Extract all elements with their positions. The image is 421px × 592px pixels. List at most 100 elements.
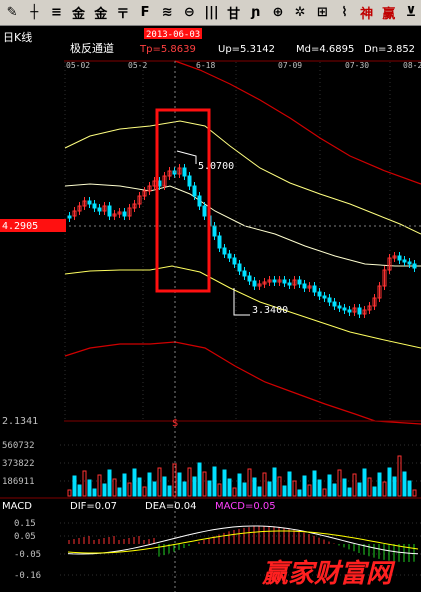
candle-body <box>112 213 117 217</box>
candle-body <box>372 297 377 307</box>
volume-bar <box>252 477 257 497</box>
box-tool-icon[interactable]: ⊞ <box>316 5 328 20</box>
parallel-channel-icon[interactable]: ≋ <box>161 5 173 20</box>
volume-bar <box>237 473 242 497</box>
candle-body <box>92 203 97 209</box>
draw-pen-icon[interactable]: ✎ <box>6 5 18 20</box>
volume-bar <box>162 476 167 497</box>
fibonacci-icon[interactable]: F <box>140 5 150 20</box>
volume-bar <box>102 483 107 497</box>
candle-body <box>377 285 382 299</box>
volume-bar <box>312 470 317 497</box>
volume-bar <box>197 462 202 497</box>
volume-bar <box>407 480 412 497</box>
candle-body <box>337 305 342 309</box>
volume-tick: 373822 <box>2 459 35 469</box>
volume-bar <box>147 472 152 497</box>
volume-bar <box>202 471 207 497</box>
dif-line <box>67 525 419 555</box>
candle-body <box>177 167 182 175</box>
crosshair-icon[interactable]: ┼ <box>30 5 39 20</box>
volume-bar <box>367 477 372 497</box>
volume-bar <box>392 476 397 497</box>
fan-line-icon[interactable]: 〒 <box>116 7 130 22</box>
volume-bar <box>297 489 302 497</box>
price-marker-label: 4.2905 <box>2 221 38 232</box>
candle-body <box>212 225 217 237</box>
candle-body <box>242 270 247 277</box>
target-icon[interactable]: ⊕ <box>272 5 284 20</box>
volume-bar <box>142 486 147 497</box>
wave-icon[interactable]: ɲ <box>251 5 261 20</box>
golden-price-icon[interactable]: 金 <box>94 7 108 22</box>
volume-bar <box>307 484 312 497</box>
circle-tool-icon[interactable]: ⊖ <box>183 5 195 20</box>
candle-body <box>182 167 187 177</box>
macd-histogram <box>68 526 415 562</box>
divine-line-icon[interactable]: 神 <box>360 7 374 22</box>
dn-value: Dn=3.852 <box>364 44 415 55</box>
date-highlight-box <box>144 28 202 39</box>
candle-body <box>227 253 232 259</box>
volume-bar <box>97 474 102 497</box>
win-tool-icon[interactable]: 赢 <box>382 7 396 22</box>
macd-tick: -0.16 <box>14 571 41 581</box>
volume-bar <box>257 486 262 497</box>
volume-bar <box>372 486 377 497</box>
volume-bar <box>172 463 177 497</box>
candle-body <box>217 235 222 249</box>
candle-body <box>102 205 107 212</box>
tp-value: Tp=5.8639 <box>139 44 196 55</box>
volume-bar <box>72 475 77 497</box>
candle-body <box>362 309 367 315</box>
volume-bar <box>292 480 297 497</box>
volume-bar <box>132 468 137 497</box>
candle-body <box>302 283 307 289</box>
cycle-line-icon[interactable]: ||| <box>204 5 219 20</box>
volume-bar <box>112 478 117 497</box>
volume-bar <box>317 479 322 497</box>
candle-body <box>357 307 362 315</box>
golden-section-icon[interactable]: 金 <box>72 7 86 22</box>
candle-body <box>347 309 352 313</box>
volume-bar <box>87 479 92 497</box>
up-band-line <box>64 120 421 235</box>
candle-body <box>342 307 347 311</box>
volume-bar <box>107 469 112 497</box>
volume-bar <box>167 485 172 497</box>
volume-bar <box>67 489 72 497</box>
candle-body <box>232 257 237 265</box>
erase-icon[interactable]: ⊻ <box>405 5 417 20</box>
gann-icon[interactable]: 甘 <box>227 7 241 22</box>
candle-body <box>107 205 112 217</box>
macd-tick: 0.15 <box>14 519 36 529</box>
volume-bar <box>277 476 282 497</box>
macd-dif: DIF=0.07 <box>70 501 117 512</box>
candle-body <box>132 203 137 209</box>
line-tool-icon[interactable]: ≡ <box>50 5 62 20</box>
candle-body <box>137 195 142 205</box>
volume-bar <box>212 466 217 497</box>
candle-body <box>262 281 267 285</box>
volume-bar <box>282 485 287 497</box>
arrow-line-icon[interactable]: ⌇ <box>341 5 348 20</box>
volume-bar <box>287 471 292 497</box>
candle-body <box>412 263 417 269</box>
volume-bar <box>247 468 252 497</box>
macd-axis: 0.15 0.05 -0.05 -0.16 <box>14 519 421 581</box>
candle-body <box>312 285 317 293</box>
price-axis-min: 2.1341 <box>2 416 38 427</box>
candle-body <box>397 255 402 261</box>
candle-body <box>77 205 82 212</box>
volume-bar <box>272 467 277 497</box>
volume-bar <box>82 470 87 497</box>
volume-bar <box>352 473 357 497</box>
watermark: 赢家财富网 <box>261 559 396 589</box>
low-annotation-line <box>233 288 250 316</box>
star-tool-icon[interactable]: ✲ <box>294 5 306 20</box>
gridlines <box>64 62 391 421</box>
chart-canvas[interactable]: 日K线 极反通道 Tp=5.8639 Up=5.3142 Md=4.6895 D… <box>0 26 421 592</box>
md-band-line <box>64 183 421 267</box>
candle-body <box>287 282 292 286</box>
volume-bar <box>222 469 227 497</box>
